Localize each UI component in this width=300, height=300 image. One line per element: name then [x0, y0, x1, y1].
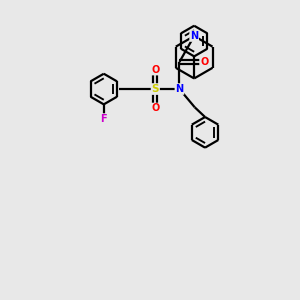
Text: O: O	[151, 103, 159, 113]
Text: S: S	[152, 84, 159, 94]
Text: F: F	[100, 114, 107, 124]
Text: O: O	[200, 57, 208, 67]
Text: N: N	[190, 31, 198, 41]
Text: N: N	[176, 84, 184, 94]
Text: O: O	[151, 64, 159, 75]
